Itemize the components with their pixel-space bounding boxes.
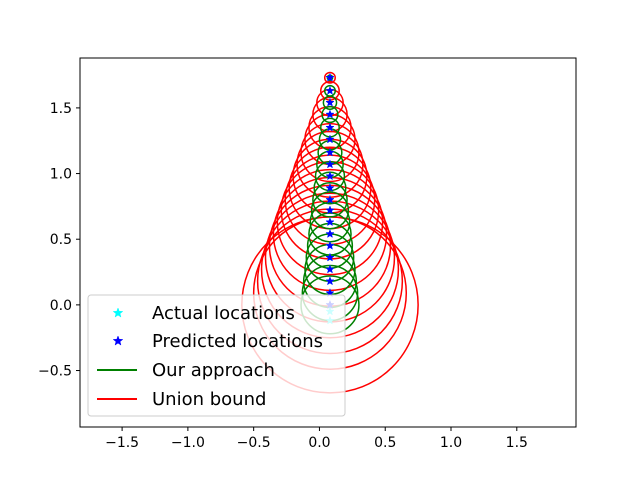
predicted-locations-point	[325, 97, 335, 107]
x-axis: −1.5 −1.0 −0.5 0.0 0.5 1.0 1.5	[105, 427, 528, 451]
our-approach-circle	[321, 105, 339, 124]
union-bound-circle	[323, 71, 336, 84]
x-tick-label: 1.0	[440, 435, 462, 451]
our-approach-circle	[312, 182, 348, 218]
x-tick-label: 1.5	[506, 435, 528, 451]
predicted-locations-point	[325, 240, 335, 250]
y-tick-label: 1.0	[50, 167, 72, 183]
predicted-locations-point	[325, 276, 335, 286]
x-tick-label: 0.5	[374, 435, 396, 451]
legend-swatch-actual-locations	[112, 307, 124, 318]
our-approach-circle	[322, 95, 338, 110]
plot-frame	[79, 57, 577, 428]
legend: Actual locations Predicted locations Our a…	[87, 294, 346, 417]
y-axis: −0.5 0.0 0.5 1.0 1.5	[38, 101, 80, 380]
x-tick-label: −1.0	[171, 435, 205, 451]
y-tick-label: −0.5	[38, 364, 72, 380]
predicted-locations-point	[325, 194, 335, 204]
y-tick-label: 0.0	[50, 298, 72, 314]
our-approach-circle	[310, 191, 350, 230]
predicted-locations-point	[325, 217, 335, 227]
predicted-locations-point	[325, 183, 335, 192]
predicted-locations-point	[325, 159, 335, 169]
y-tick-label: 0.5	[50, 232, 72, 248]
union-bound-circle	[276, 168, 384, 276]
predicted-locations-point	[325, 122, 335, 132]
predicted-locations-point	[325, 72, 335, 82]
y-tick-label: 1.5	[50, 101, 72, 117]
predicted-locations-point	[325, 109, 335, 119]
predicted-locations-point	[325, 85, 335, 95]
x-tick-label: 0.0	[308, 435, 330, 451]
legend-label-union-bound: Union bound	[152, 389, 266, 410]
legend-swatch-predicted-locations	[112, 335, 124, 346]
legend-label-actual-locations: Actual locations	[152, 303, 295, 324]
predicted-locations-point	[325, 229, 335, 238]
predicted-locations-point	[325, 171, 335, 181]
legend-label-predicted-locations: Predicted locations	[152, 331, 323, 352]
legend-label-our-approach: Our approach	[152, 360, 275, 381]
predicted-locations-point	[325, 205, 335, 215]
x-tick-label: −1.5	[105, 435, 139, 451]
predicted-locations-point	[325, 252, 335, 262]
x-tick-label: −0.5	[237, 435, 271, 451]
predicted-locations-point	[325, 134, 335, 144]
predicted-locations-point	[325, 264, 335, 274]
predicted-locations-point	[325, 147, 335, 157]
legend-frame	[87, 294, 346, 417]
